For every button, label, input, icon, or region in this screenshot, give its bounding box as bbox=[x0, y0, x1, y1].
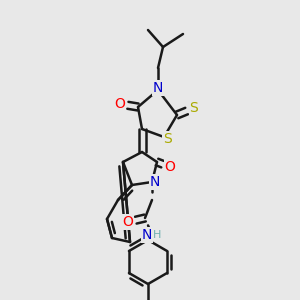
Text: S: S bbox=[190, 101, 198, 115]
Text: O: O bbox=[123, 215, 134, 229]
Text: N: N bbox=[142, 228, 152, 242]
Text: S: S bbox=[163, 132, 171, 146]
Text: N: N bbox=[150, 175, 160, 189]
Text: O: O bbox=[165, 160, 176, 174]
Text: H: H bbox=[153, 230, 161, 240]
Text: O: O bbox=[115, 97, 125, 111]
Text: N: N bbox=[153, 81, 163, 95]
